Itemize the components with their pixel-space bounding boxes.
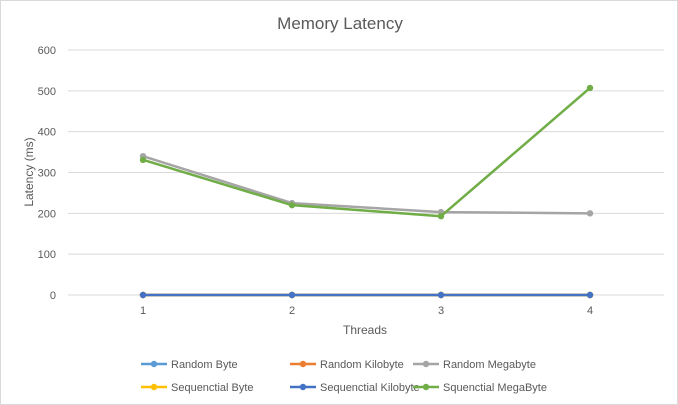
series-line-random-megabyte (142, 154, 591, 215)
data-point-sequenctial-kilobyte (139, 291, 147, 299)
data-point-random-megabyte (586, 210, 594, 217)
legend-label: Random Megabyte (443, 359, 536, 371)
legend-swatch-marker (150, 360, 158, 368)
x-axis-title: Threads (343, 323, 387, 337)
legend-label: Sequenctial Kilobyte (320, 382, 420, 394)
legend-label: Sequenctial Byte (171, 382, 254, 394)
legend: Random Byte Random Kilobyte Random Megabyt… (141, 359, 547, 394)
legend-swatch-marker (299, 383, 307, 391)
y-tick-label: 300 (38, 168, 56, 180)
x-tick-label: 4 (587, 305, 593, 317)
legend-swatch-marker (422, 360, 430, 368)
legend-swatch-marker (422, 383, 430, 391)
x-tick-label: 2 (289, 305, 295, 317)
series-sequenctial-kilobyte (139, 291, 594, 299)
data-point-squenctial-megabyte (139, 156, 147, 164)
series-squenctial-megabyte (139, 84, 594, 220)
series-random-megabyte (139, 152, 594, 217)
legend-swatch-marker (299, 360, 307, 368)
y-tick-label: 500 (38, 86, 56, 98)
legend-label: Random Byte (171, 359, 238, 371)
legend-item: Random Kilobyte (290, 359, 404, 371)
x-tick-label: 1 (140, 305, 146, 317)
y-tick-label: 400 (38, 127, 56, 139)
data-point-squenctial-megabyte (437, 212, 445, 220)
x-tick-label: 3 (438, 305, 444, 317)
chart-title: Memory Latency (277, 14, 403, 33)
legend-item: Sequenctial Kilobyte (290, 382, 420, 394)
series-line-squenctial-megabyte (142, 87, 591, 218)
data-point-sequenctial-kilobyte (288, 291, 296, 299)
data-point-sequenctial-kilobyte (586, 291, 594, 299)
legend-item: Random Megabyte (413, 359, 536, 371)
y-tick-label: 600 (38, 45, 56, 57)
legend-label: Squenctial MegaByte (443, 382, 547, 394)
y-tick-label: 200 (38, 208, 56, 220)
data-point-squenctial-megabyte (288, 201, 296, 209)
data-point-squenctial-megabyte (586, 84, 594, 92)
legend-swatch-marker (150, 383, 158, 391)
y-axis-title: Latency (ms) (22, 137, 36, 206)
legend-label: Random Kilobyte (320, 359, 404, 371)
legend-item: Random Byte (141, 359, 238, 371)
legend-item: Sequenctial Byte (141, 382, 254, 394)
y-tick-label: 100 (38, 249, 56, 261)
data-point-sequenctial-kilobyte (437, 291, 445, 299)
legend-item: Squenctial MegaByte (413, 382, 547, 394)
y-tick-label: 0 (50, 290, 56, 302)
